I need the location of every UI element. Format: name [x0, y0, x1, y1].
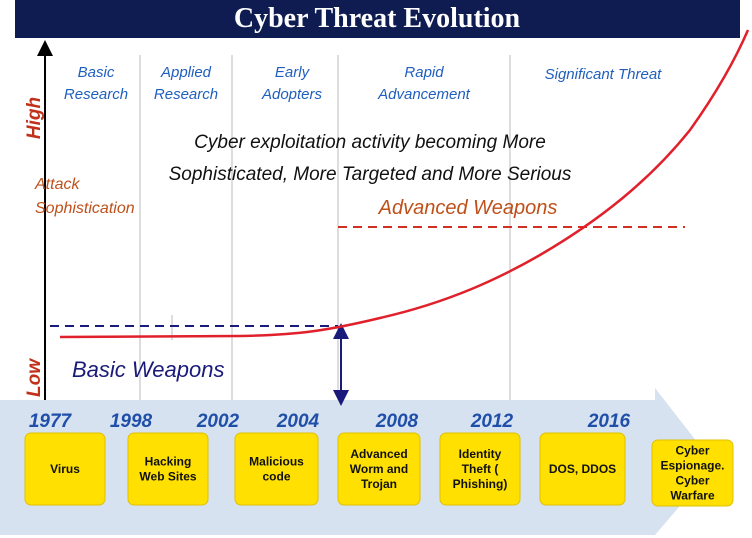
phase: Significant Threat	[545, 66, 663, 83]
threat-curve	[59, 29, 750, 339]
title-bar	[15, 0, 740, 38]
threat-box-line: DOS, DDOS	[549, 462, 616, 476]
threat-box-line: Malicious	[249, 455, 304, 469]
threat-box-label: Identity Theft (Phishing)	[453, 447, 508, 491]
year: 2008	[375, 411, 419, 432]
threat-box	[651, 439, 734, 507]
threat-box	[127, 432, 209, 506]
advanced-weapons: Advanced Weapons	[378, 197, 558, 219]
threat-box-label: DOS, DDOS	[549, 462, 616, 476]
basic-weapons: Basic Weapons	[72, 357, 224, 382]
threat-box-line: Virus	[50, 462, 80, 476]
year: 2016	[587, 411, 631, 432]
threat-box-line: Worm and	[350, 462, 408, 476]
year: 2004	[276, 411, 320, 432]
threat-box-line: Theft (	[462, 462, 499, 476]
threat-box-line: Phishing)	[453, 477, 508, 491]
threat-box-label: Malicious code	[249, 455, 304, 484]
threat-box-line: Web Sites	[139, 470, 196, 484]
year: 2012	[470, 411, 514, 432]
headline: Cyber exploitation activity becoming Mor…	[169, 132, 572, 185]
threat-box	[439, 432, 521, 506]
year: 1977	[29, 411, 73, 432]
threat-box-line: Advanced	[350, 447, 407, 461]
y-axis-label: Attack Sophistication	[34, 176, 135, 217]
threat-boxes: Virus Hacking Web Sites Malicious code Advanc…	[24, 432, 734, 507]
title: Cyber Threat Evolution	[234, 3, 521, 34]
threat-box-line: Trojan	[361, 477, 397, 491]
threat-box	[539, 432, 626, 506]
phase: Applied Research	[154, 64, 218, 103]
threat-box-line: Warfare	[670, 489, 715, 503]
threat-box-label: Virus	[50, 462, 80, 476]
threat-box-line: code	[262, 470, 290, 484]
threat-box-line: Cyber	[675, 474, 709, 488]
year: 2002	[196, 411, 240, 432]
threat-box-line: Espionage.	[660, 459, 724, 473]
threat-box-label: Hacking Web Sites	[139, 455, 196, 484]
phase: Early Adopters	[261, 64, 323, 103]
y-high: High	[24, 97, 45, 139]
y-low: Low	[24, 358, 45, 397]
threat-box-label: Cyber Espionage. Cyber Warfare	[660, 444, 724, 503]
threat-box-line: Hacking	[145, 455, 192, 469]
threat-box-label: Advanced Worm and Trojan	[350, 447, 408, 491]
threat-box	[337, 432, 421, 506]
phase: Basic Research	[64, 64, 128, 103]
threat-box-line: Identity	[459, 447, 502, 461]
threat-box	[24, 432, 106, 506]
phase: Rapid Advancement	[377, 64, 471, 103]
threat-box-line: Cyber	[675, 444, 709, 458]
threat-box	[234, 432, 319, 506]
year: 1998	[110, 411, 153, 432]
